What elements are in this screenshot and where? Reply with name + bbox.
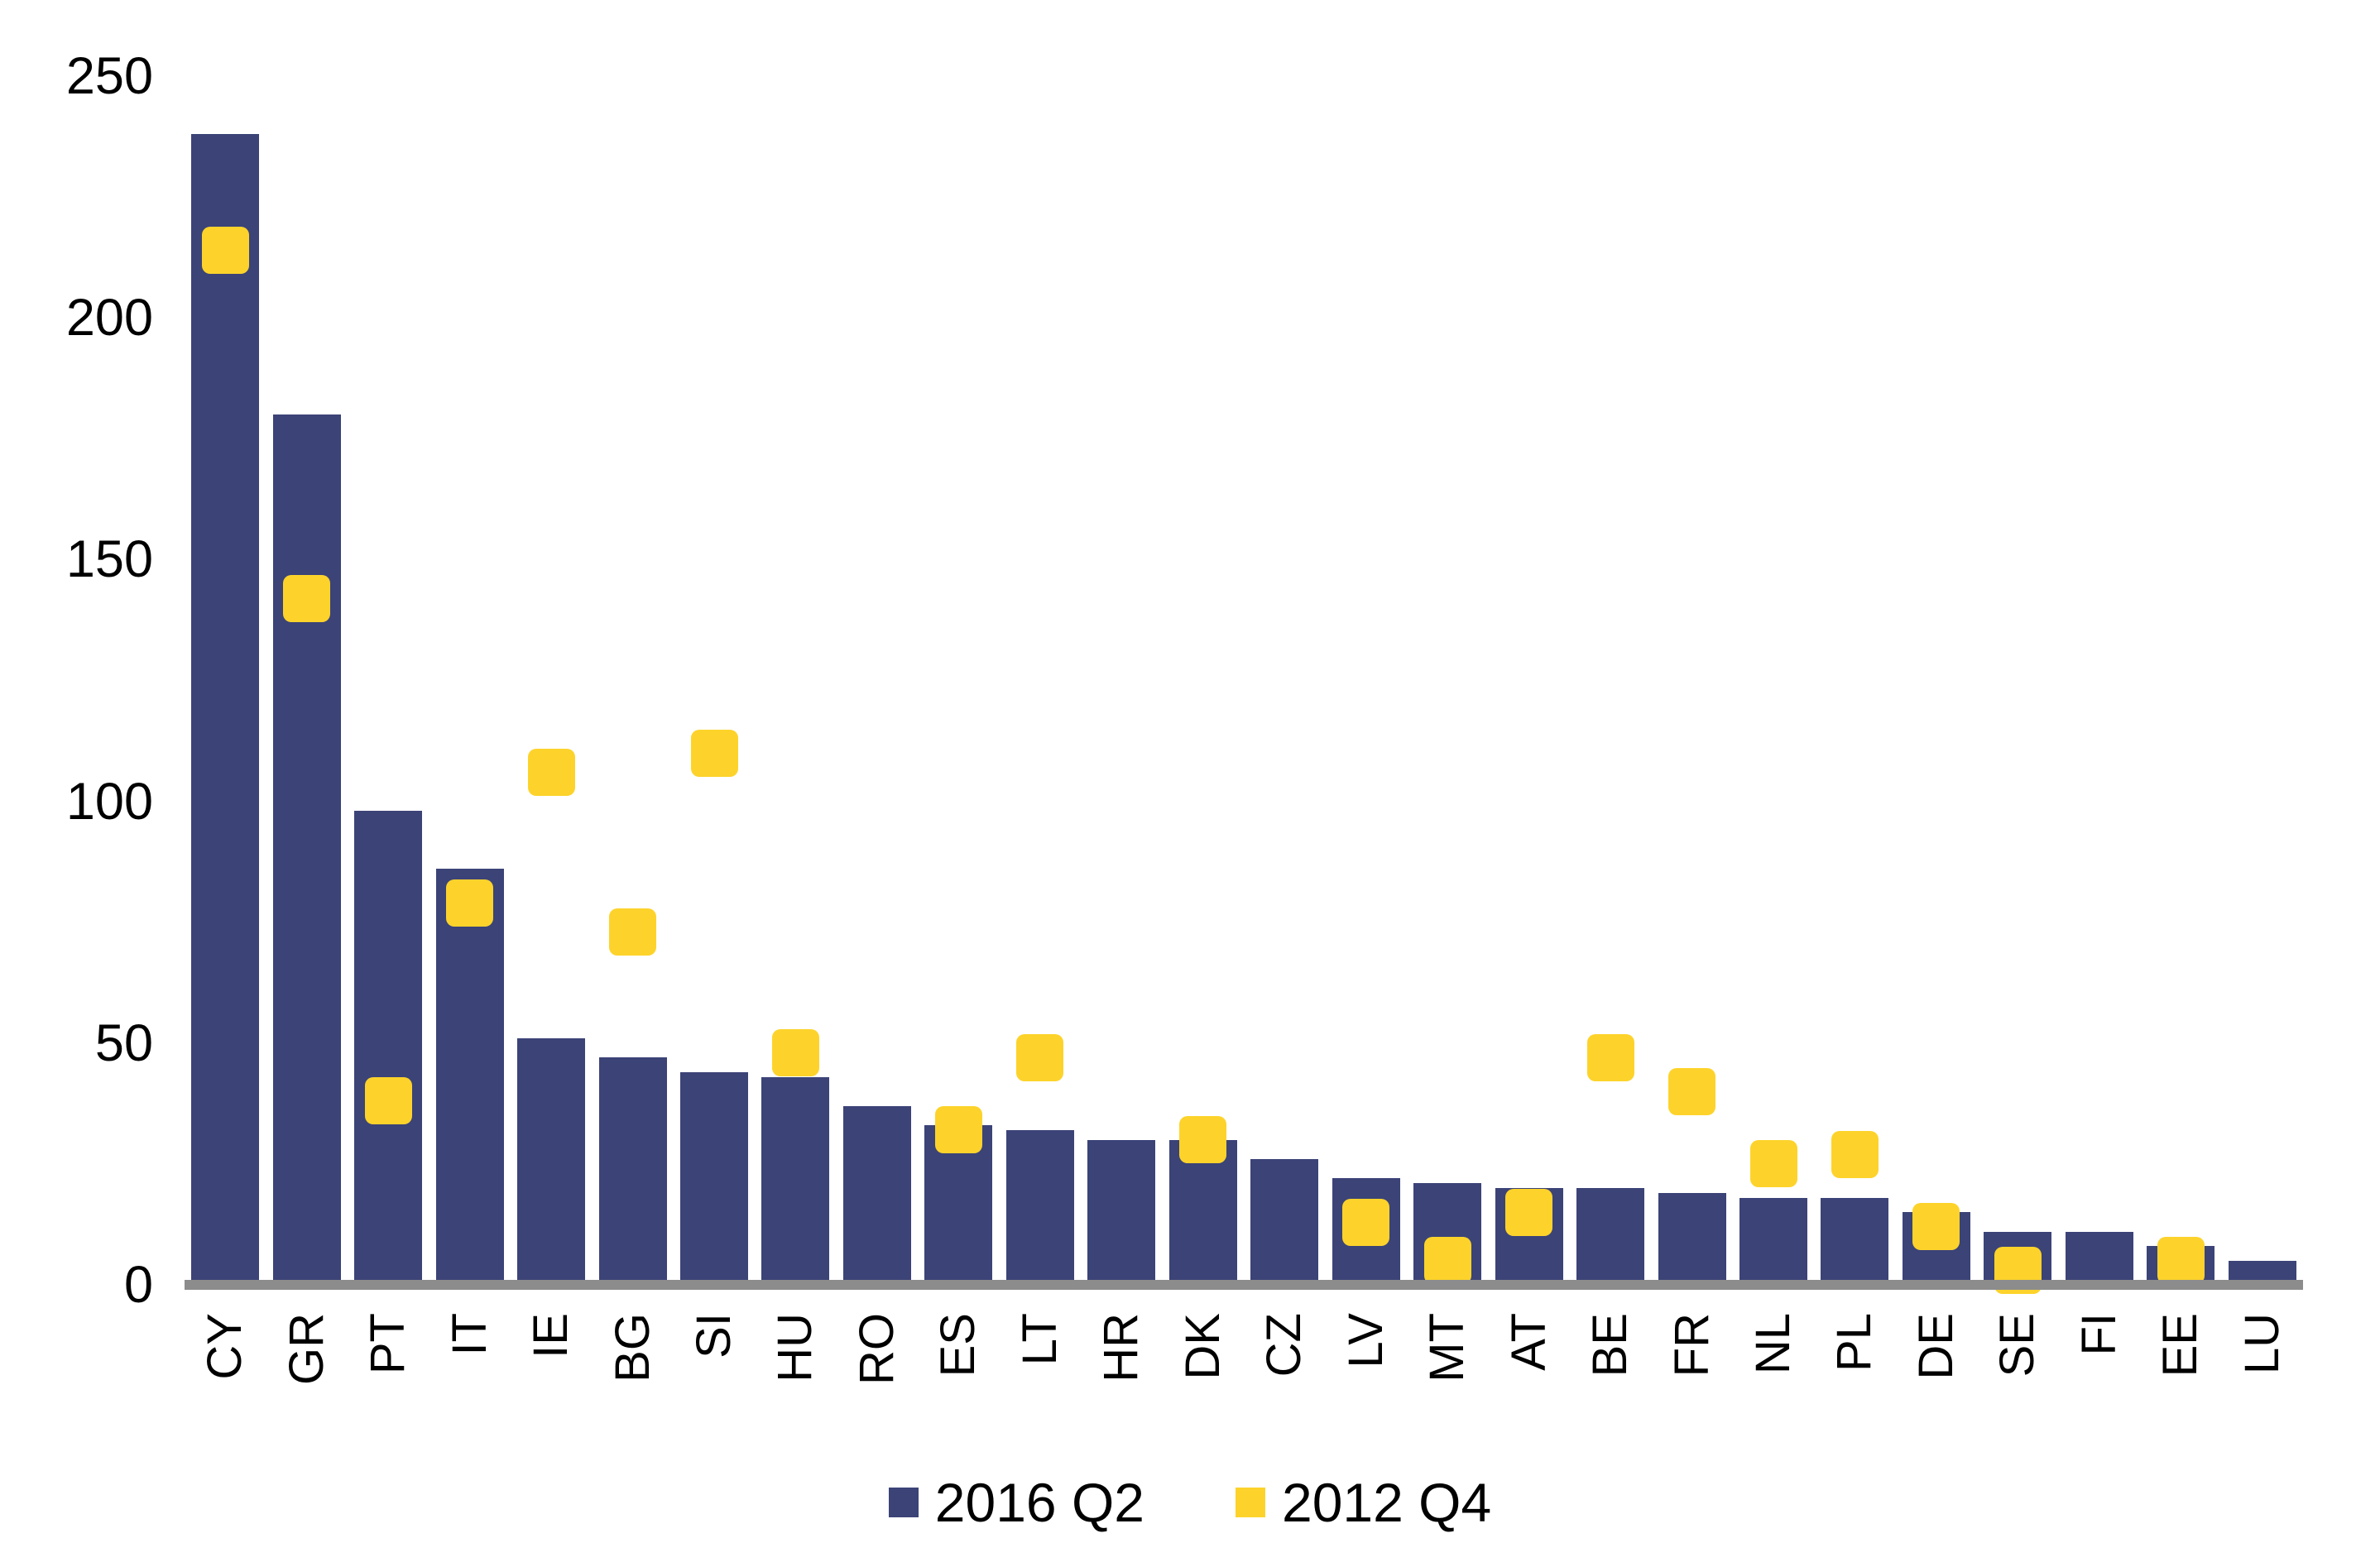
x-axis-label-CZ: CZ bbox=[1257, 1313, 1312, 1378]
x-axis-label-FR: FR bbox=[1664, 1313, 1719, 1378]
x-axis-label-EE: EE bbox=[2153, 1313, 2208, 1378]
marker-SI bbox=[690, 729, 738, 777]
legend-item-2016-q2: 2016 Q2 bbox=[888, 1471, 1144, 1534]
bar-RO bbox=[842, 1105, 911, 1285]
marker-DE bbox=[1912, 1203, 1960, 1251]
x-axis-label-LU: LU bbox=[2234, 1313, 2289, 1375]
marker-GR bbox=[283, 574, 331, 622]
bar-IT bbox=[435, 869, 504, 1285]
bar-FI bbox=[2065, 1231, 2133, 1285]
y-tick-label: 150 bbox=[65, 530, 153, 589]
x-axis-label-ES: ES bbox=[931, 1313, 986, 1378]
bar-HU bbox=[761, 1076, 830, 1285]
x-axis-label-NL: NL bbox=[1746, 1313, 1800, 1375]
chart-legend: 2016 Q2 2012 Q4 bbox=[0, 1463, 2380, 1542]
x-axis-label-IT: IT bbox=[442, 1313, 497, 1356]
bar-LT bbox=[1005, 1129, 1074, 1285]
x-axis-label-FI: FI bbox=[2071, 1313, 2126, 1356]
bar-HR bbox=[1087, 1139, 1156, 1285]
x-axis-label-LV: LV bbox=[1338, 1313, 1393, 1368]
bar-NL bbox=[1739, 1197, 1807, 1285]
marker-AT bbox=[1505, 1188, 1553, 1236]
legend-label-2016-q2: 2016 Q2 bbox=[934, 1472, 1144, 1533]
x-axis-label-BE: BE bbox=[1583, 1313, 1638, 1378]
x-axis-label-SE: SE bbox=[1990, 1313, 2045, 1378]
x-axis-label-GR: GR bbox=[279, 1313, 333, 1385]
marker-LV bbox=[1342, 1198, 1390, 1246]
x-axis-label-AT: AT bbox=[1501, 1313, 1556, 1371]
y-tick-label: 50 bbox=[94, 1013, 153, 1072]
x-axis-label-HU: HU bbox=[768, 1313, 823, 1382]
x-axis-label-DK: DK bbox=[1175, 1313, 1230, 1380]
x-axis-label-PL: PL bbox=[1827, 1313, 1882, 1372]
legend-item-2012-q4: 2012 Q4 bbox=[1236, 1471, 1491, 1534]
bar-PT bbox=[354, 811, 423, 1285]
marker-ES bbox=[934, 1106, 982, 1154]
x-axis-label-LT: LT bbox=[1012, 1313, 1067, 1366]
marker-FR bbox=[1668, 1067, 1716, 1115]
y-tick-label: 0 bbox=[123, 1256, 153, 1314]
x-axis-label-DE: DE bbox=[1908, 1313, 1963, 1380]
y-tick-label: 200 bbox=[65, 289, 153, 347]
marker-DK bbox=[1179, 1116, 1227, 1164]
marker-LT bbox=[1016, 1033, 1064, 1081]
bar-DK bbox=[1168, 1139, 1237, 1285]
legend-label-2012-q4: 2012 Q4 bbox=[1282, 1472, 1492, 1533]
legend-swatch-2012-q4 bbox=[1236, 1488, 1265, 1517]
marker-PL bbox=[1831, 1130, 1879, 1178]
bar-PL bbox=[1821, 1197, 1889, 1285]
x-axis-label-SI: SI bbox=[687, 1313, 741, 1358]
x-axis-line bbox=[185, 1280, 2303, 1290]
x-axis-label-CY: CY bbox=[198, 1313, 252, 1380]
marker-IT bbox=[446, 879, 494, 927]
y-tick-label: 100 bbox=[65, 772, 153, 831]
x-axis-label-PT: PT bbox=[361, 1313, 415, 1375]
bar-SI bbox=[680, 1071, 748, 1285]
marker-PT bbox=[364, 1077, 412, 1125]
x-axis-label-HR: HR bbox=[1094, 1313, 1149, 1382]
bar-IE bbox=[517, 1037, 586, 1285]
bar-CY bbox=[191, 134, 260, 1285]
marker-EE bbox=[2157, 1237, 2205, 1285]
x-axis-label-RO: RO bbox=[849, 1313, 904, 1385]
marker-IE bbox=[527, 749, 575, 797]
marker-NL bbox=[1749, 1140, 1797, 1188]
x-axis-label-MT: MT bbox=[1420, 1313, 1475, 1382]
bar-FR bbox=[1658, 1192, 1726, 1285]
marker-MT bbox=[1423, 1237, 1471, 1285]
x-axis-label-BG: BG bbox=[605, 1313, 660, 1382]
bar-BE bbox=[1576, 1188, 1645, 1285]
bar-CZ bbox=[1250, 1159, 1319, 1285]
marker-HU bbox=[771, 1028, 819, 1076]
legend-swatch-2016-q2 bbox=[888, 1488, 919, 1517]
marker-CY bbox=[201, 226, 249, 274]
bar-GR bbox=[272, 414, 341, 1285]
marker-BG bbox=[609, 908, 657, 956]
marker-BE bbox=[1586, 1033, 1634, 1081]
bar-BG bbox=[598, 1057, 667, 1285]
x-axis-label-IE: IE bbox=[524, 1313, 578, 1358]
y-tick-label: 250 bbox=[65, 47, 153, 105]
